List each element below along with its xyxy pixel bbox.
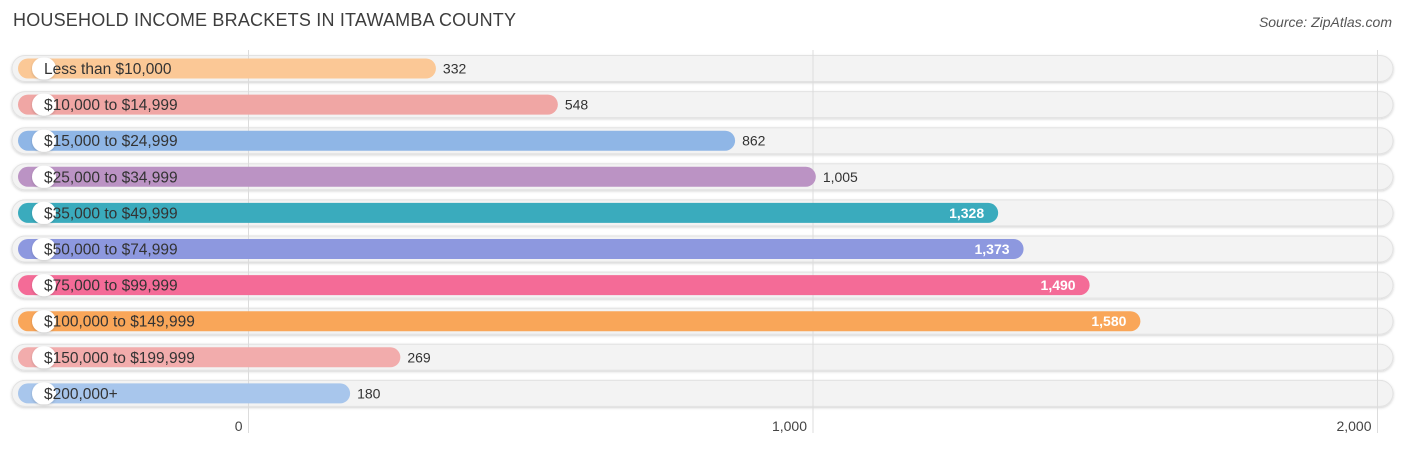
category-label-pill	[32, 201, 56, 224]
category-label-pill	[32, 57, 56, 80]
category-label: $50,000 to $74,999	[44, 242, 178, 259]
value-label: 1,490	[1041, 277, 1076, 293]
chart-source: Source: ZipAtlas.com	[1258, 14, 1392, 30]
value-label: 862	[742, 133, 766, 149]
category-label-pill	[32, 165, 56, 188]
category-labels: Less than $10,000 $10,000 to $14,999 $15,0…	[32, 57, 195, 405]
category-label-pill	[32, 129, 56, 152]
x-tick-label: 1,000	[772, 418, 807, 434]
chart-title: HOUSEHOLD INCOME BRACKETS IN ITAWAMBA CO…	[13, 10, 517, 30]
value-label: 1,373	[975, 241, 1010, 257]
category-label-pill	[32, 93, 56, 116]
value-label: 1,005	[823, 169, 858, 185]
value-label: 548	[565, 97, 589, 113]
bars	[18, 58, 1141, 404]
category-label: $10,000 to $14,999	[44, 97, 178, 114]
value-label: 332	[443, 61, 467, 77]
bar	[18, 239, 1024, 259]
category-label: $100,000 to $149,999	[44, 314, 195, 331]
value-label: 1,580	[1091, 313, 1126, 329]
bar	[18, 275, 1090, 296]
bar	[18, 347, 401, 368]
category-label-pill	[32, 238, 56, 260]
x-tick-label: 0	[235, 418, 243, 434]
bar	[18, 130, 736, 151]
category-label: $25,000 to $34,999	[44, 169, 178, 186]
bar	[18, 202, 999, 223]
bar	[18, 383, 351, 404]
value-label: 1,328	[949, 205, 984, 221]
x-axis-ticks: 0 1,000 2,000	[235, 418, 1372, 434]
value-label: 180	[357, 385, 381, 401]
value-label: 269	[407, 349, 431, 365]
bar	[18, 94, 558, 115]
category-label-pill	[32, 346, 56, 369]
category-label-pill	[32, 382, 56, 405]
category-label: $150,000 to $199,999	[44, 350, 195, 367]
bar	[18, 58, 436, 79]
category-label: $35,000 to $49,999	[44, 205, 178, 222]
category-label-pill	[32, 274, 56, 297]
bar	[18, 166, 816, 187]
row-track	[11, 379, 1394, 407]
value-labels: 332 548 862 1,005 1,328 1,373 1,490 1,580 269 180	[357, 61, 1127, 402]
category-label: $15,000 to $24,999	[44, 133, 178, 150]
category-label: $200,000+	[44, 386, 118, 403]
bar	[18, 311, 1141, 332]
x-tick-label: 2,000	[1336, 418, 1371, 434]
category-label-pill	[32, 310, 56, 333]
category-label: $75,000 to $99,999	[44, 278, 178, 295]
category-label: Less than $10,000	[44, 61, 172, 78]
